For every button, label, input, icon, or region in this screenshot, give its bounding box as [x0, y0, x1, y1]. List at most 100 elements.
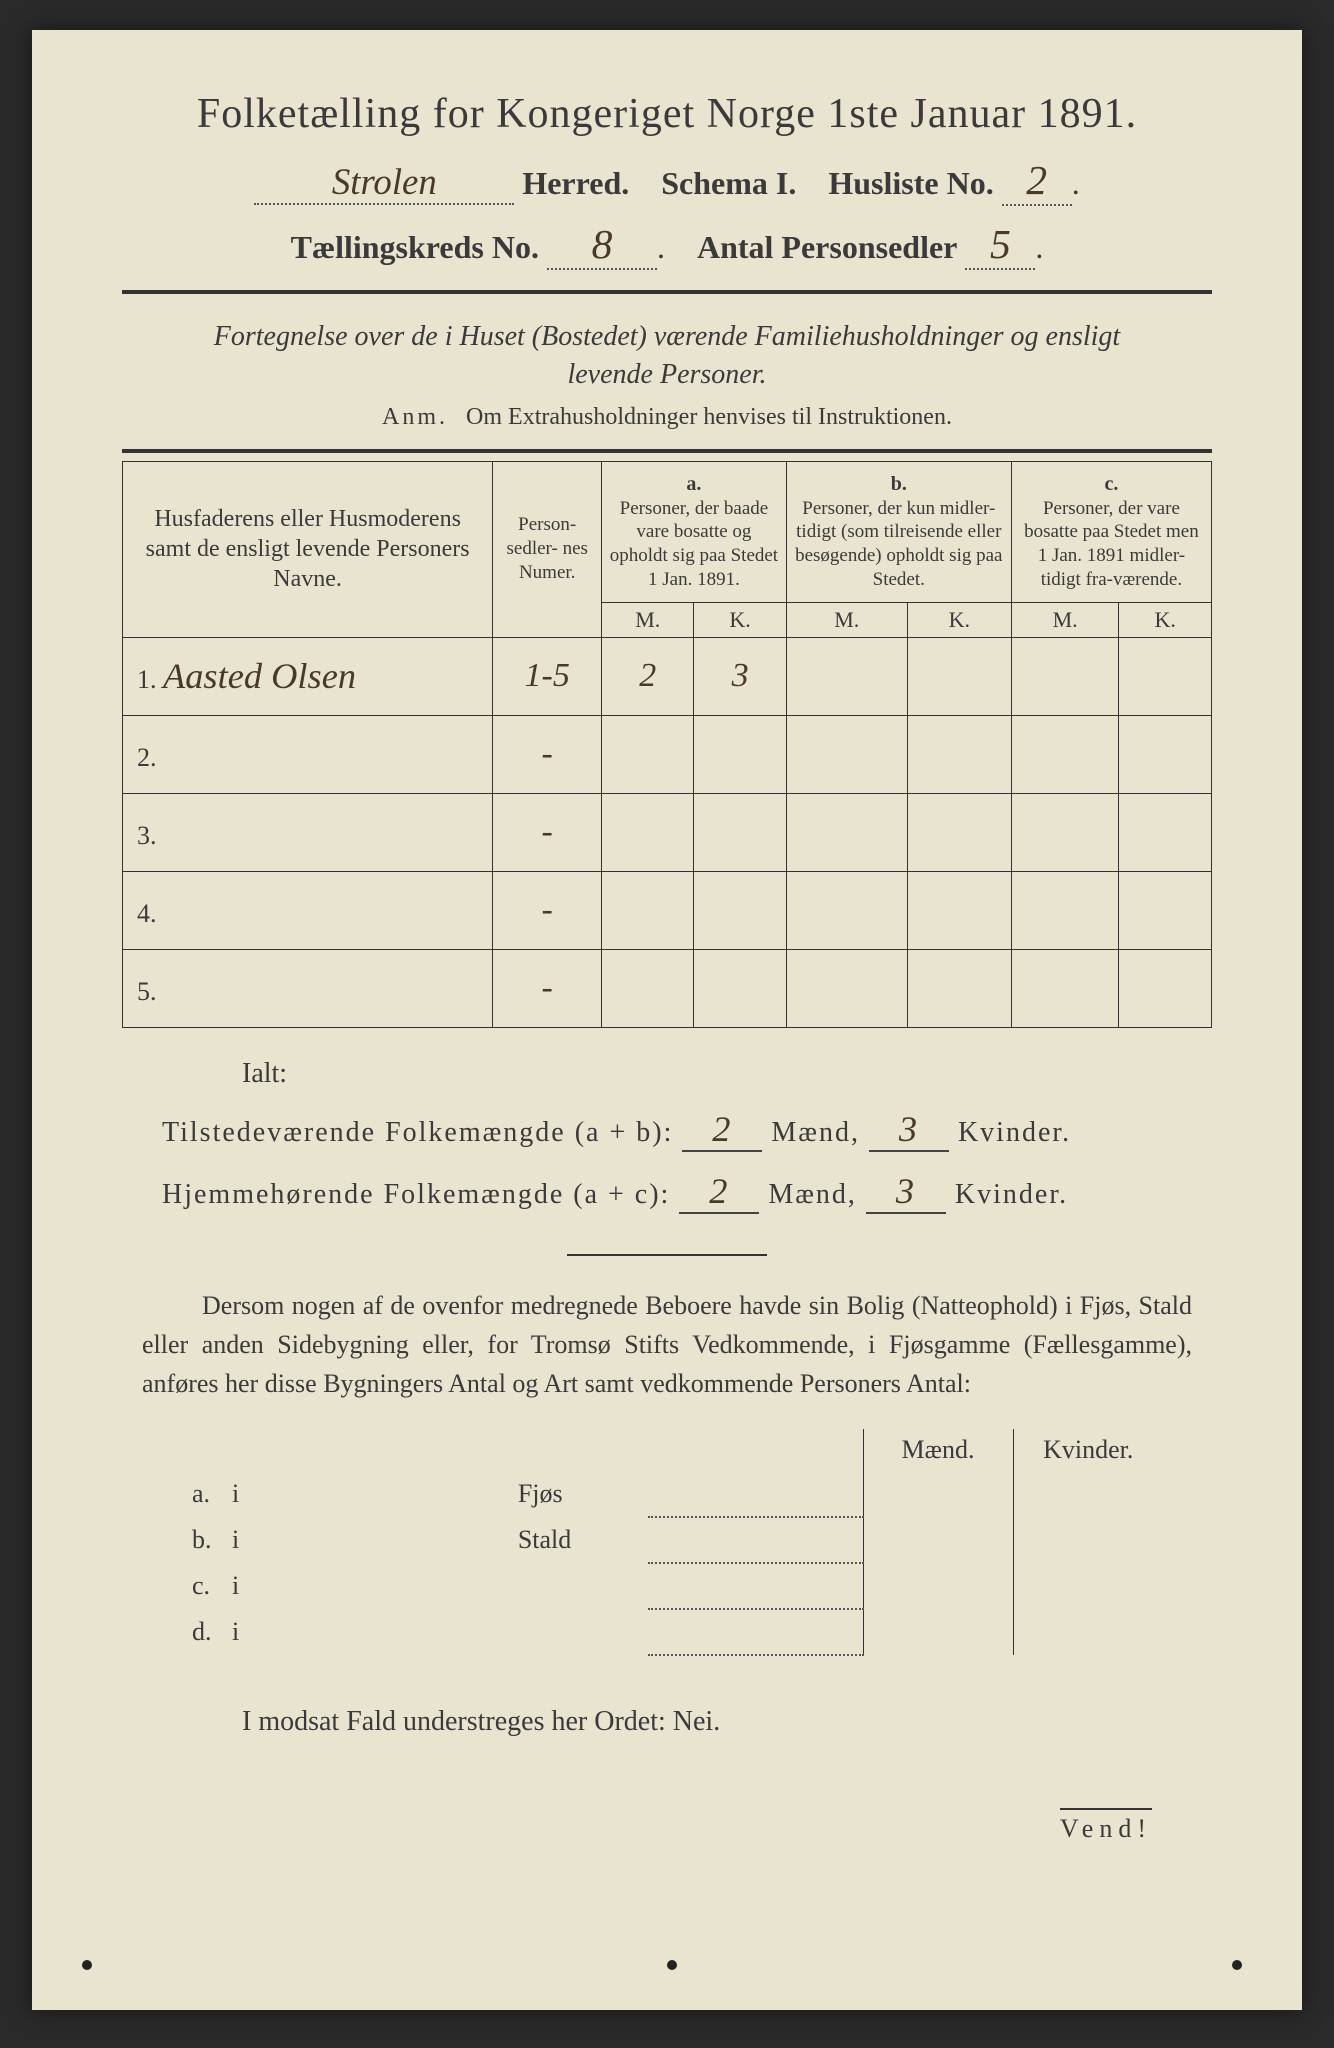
- lower-table-row: b.iStald: [182, 1517, 1163, 1563]
- lower-dots: [648, 1517, 863, 1563]
- col-c-label: c.: [1104, 473, 1118, 495]
- row-numer: -: [493, 793, 602, 871]
- row-bm: [786, 793, 907, 871]
- lower-dots: [648, 1563, 863, 1609]
- total1-k-label: Kvinder.: [958, 1117, 1071, 1148]
- row-am: [602, 715, 694, 793]
- total1-m: 2: [682, 1108, 762, 1152]
- col-b-label: b.: [891, 473, 907, 495]
- col-a-k: K.: [694, 602, 786, 637]
- lower-lead: c.: [182, 1563, 222, 1609]
- row-name: 1. Aasted Olsen: [123, 637, 493, 715]
- table-row: 5. -: [123, 949, 1212, 1027]
- col-b-k: K.: [907, 602, 1011, 637]
- row-numer: -: [493, 715, 602, 793]
- hole-mark: [667, 1960, 677, 1970]
- lower-m: [863, 1471, 1013, 1517]
- hole-mark: [1232, 1960, 1242, 1970]
- row-bk: [907, 949, 1011, 1027]
- lower-m: [863, 1517, 1013, 1563]
- col-a-header: a. Personer, der baade vare bosatte og o…: [602, 461, 787, 602]
- row-ak: [694, 715, 786, 793]
- anm-label: Anm.: [382, 404, 448, 430]
- lower-table-row: a.iFjøs: [182, 1471, 1163, 1517]
- lower-lead: a.: [182, 1471, 222, 1517]
- row-bm: [786, 637, 907, 715]
- row-cm: [1011, 715, 1119, 793]
- lower-i: i: [222, 1609, 508, 1655]
- herred-label: Herred.: [522, 165, 629, 201]
- col-b-m: M.: [786, 602, 907, 637]
- total-row-1: Tilstedeværende Folkemængde (a + b): 2 M…: [162, 1108, 1212, 1152]
- col-b-header: b. Personer, der kun midler-tidigt (som …: [786, 461, 1011, 602]
- lower-k: [1013, 1609, 1163, 1655]
- divider-1: [122, 290, 1212, 294]
- row-am: [602, 793, 694, 871]
- lower-m: [863, 1563, 1013, 1609]
- row-am: 2: [602, 637, 694, 715]
- hole-mark: [82, 1960, 92, 1970]
- lower-k: [1013, 1471, 1163, 1517]
- table-row: 2. -: [123, 715, 1212, 793]
- row-bm: [786, 871, 907, 949]
- total2-k: 3: [866, 1170, 946, 1214]
- anm-line: Anm. Om Extrahusholdninger henvises til …: [122, 404, 1212, 431]
- row-ck: [1119, 637, 1212, 715]
- total-row-2: Hjemmehørende Folkemængde (a + c): 2 Mæn…: [162, 1170, 1212, 1214]
- row-name: 4.: [123, 871, 493, 949]
- row-ak: [694, 949, 786, 1027]
- lower-lead: d.: [182, 1609, 222, 1655]
- total2-m: 2: [679, 1170, 759, 1214]
- header-line-3: Tællingskreds No. 8. Antal Personsedler …: [122, 220, 1212, 270]
- subtitle-line2: levende Personer.: [567, 359, 766, 390]
- row-cm: [1011, 793, 1119, 871]
- lower-label: Stald: [508, 1517, 648, 1563]
- lower-table: Mænd. Kvinder. a.iFjøsb.iStaldc.id.i: [182, 1429, 1163, 1656]
- table-row: 4. -: [123, 871, 1212, 949]
- row-bk: [907, 793, 1011, 871]
- antal-value: 5: [965, 220, 1035, 270]
- lower-m: [863, 1609, 1013, 1655]
- lower-k: [1013, 1563, 1163, 1609]
- lower-maend-header: Mænd.: [863, 1429, 1013, 1471]
- total2-label: Hjemmehørende Folkemængde (a + c):: [162, 1179, 670, 1210]
- col-c-k: K.: [1119, 602, 1212, 637]
- row-cm: [1011, 871, 1119, 949]
- row-am: [602, 871, 694, 949]
- row-bk: [907, 715, 1011, 793]
- lower-i: i: [222, 1517, 508, 1563]
- row-bm: [786, 949, 907, 1027]
- nei-line: I modsat Fald understreges her Ordet: Ne…: [242, 1706, 1212, 1738]
- divider-2: [122, 449, 1212, 453]
- lower-kvinder-header: Kvinder.: [1013, 1429, 1163, 1471]
- row-am: [602, 949, 694, 1027]
- kreds-value: 8: [547, 220, 657, 270]
- total1-m-label: Mænd,: [771, 1117, 860, 1148]
- ialt-label: Ialt:: [242, 1058, 1212, 1090]
- anm-text: Om Extrahusholdninger henvises til Instr…: [466, 404, 952, 430]
- table-row: 3. -: [123, 793, 1212, 871]
- lower-dots: [648, 1471, 863, 1517]
- col-c-m: M.: [1011, 602, 1119, 637]
- col-b-text: Personer, der kun midler-tidigt (som til…: [795, 498, 1002, 590]
- row-cm: [1011, 949, 1119, 1027]
- row-name: 5.: [123, 949, 493, 1027]
- row-bm: [786, 715, 907, 793]
- lower-paragraph: Dersom nogen af de ovenfor medregnede Be…: [142, 1286, 1192, 1403]
- total2-m-label: Mænd,: [768, 1179, 857, 1210]
- lower-k: [1013, 1517, 1163, 1563]
- page-title: Folketælling for Kongeriget Norge 1ste J…: [122, 90, 1212, 138]
- lower-i: i: [222, 1471, 508, 1517]
- subtitle-line1: Fortegnelse over de i Huset (Bostedet) v…: [214, 321, 1120, 352]
- col-numer-header: Person- sedler- nes Numer.: [493, 461, 602, 637]
- vend-label: Vend!: [1060, 1808, 1152, 1844]
- lower-label: Fjøs: [508, 1471, 648, 1517]
- antal-label: Antal Personsedler: [697, 229, 957, 265]
- row-ak: 3: [694, 637, 786, 715]
- col-c-header: c. Personer, der vare bosatte paa Stedet…: [1011, 461, 1211, 602]
- total1-k: 3: [869, 1108, 949, 1152]
- header-line-2: Strolen Herred. Schema I. Husliste No. 2…: [122, 156, 1212, 206]
- row-bk: [907, 637, 1011, 715]
- table-row: 1. Aasted Olsen1-523: [123, 637, 1212, 715]
- lower-table-row: d.i: [182, 1609, 1163, 1655]
